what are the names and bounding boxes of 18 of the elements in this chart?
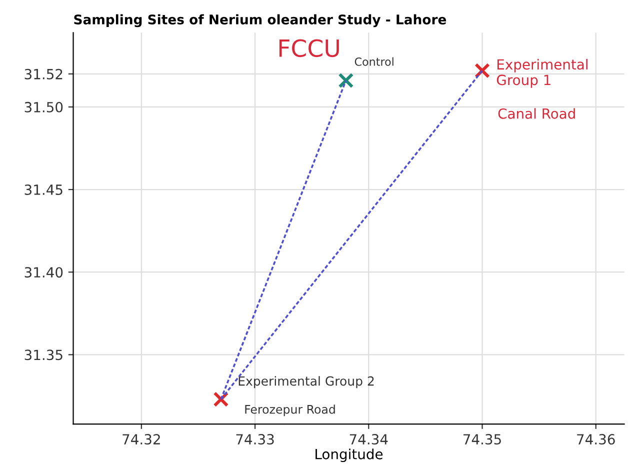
y-tick-label: 31.45 bbox=[24, 184, 62, 195]
y-tick-label: 31.50 bbox=[24, 102, 63, 112]
annotation: FCCU bbox=[279, 39, 339, 58]
y-tick-label: 31.40 bbox=[24, 267, 63, 278]
chart-title: Sampling Sites of Nerium oleander Study - Lahore bbox=[74, 14, 446, 28]
annotation: Experimental Group 1 bbox=[496, 58, 588, 88]
annotation: Control bbox=[354, 57, 394, 66]
x-tick-label: 74.36 bbox=[577, 434, 615, 445]
y-tick-label: 31.52 bbox=[24, 68, 62, 80]
x-tick-label: 74.33 bbox=[236, 434, 274, 445]
annotation: Canal Road bbox=[498, 108, 575, 119]
y-tick-label: 31.35 bbox=[24, 350, 62, 360]
x-tick-label: 74.34 bbox=[350, 434, 388, 445]
x-tick-label: 74.32 bbox=[122, 434, 160, 445]
annotation: Ferozepur Road bbox=[245, 404, 335, 416]
x-tick-label: 74.35 bbox=[464, 434, 501, 445]
annotation: Experimental Group 2 bbox=[238, 376, 374, 388]
x-axis-title: Longitude bbox=[316, 448, 383, 462]
